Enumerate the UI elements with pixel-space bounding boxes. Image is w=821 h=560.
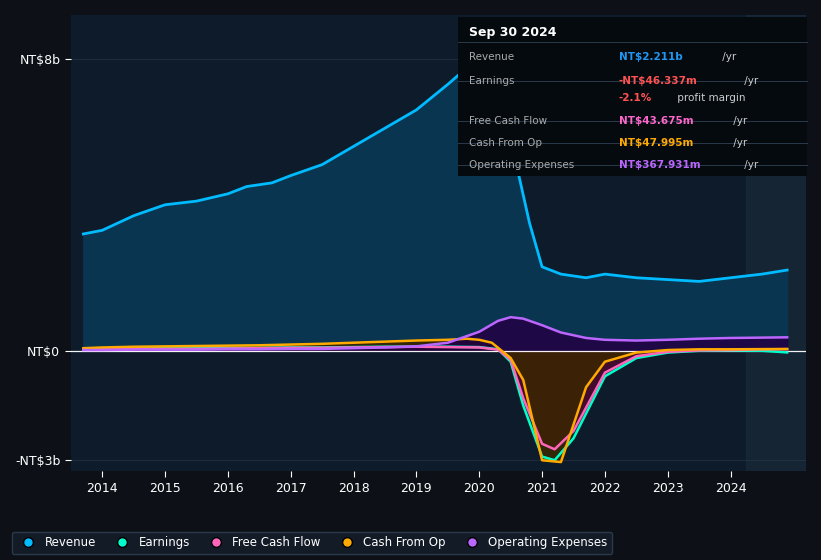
- Legend: Revenue, Earnings, Free Cash Flow, Cash From Op, Operating Expenses: Revenue, Earnings, Free Cash Flow, Cash …: [11, 531, 612, 554]
- Text: NT$43.675m: NT$43.675m: [619, 116, 693, 126]
- Text: profit margin: profit margin: [675, 94, 746, 104]
- Text: -2.1%: -2.1%: [619, 94, 652, 104]
- Text: -NT$46.337m: -NT$46.337m: [619, 76, 698, 86]
- Text: NT$47.995m: NT$47.995m: [619, 138, 693, 148]
- Text: Revenue: Revenue: [469, 52, 514, 62]
- Text: Earnings: Earnings: [469, 76, 514, 86]
- Text: Sep 30 2024: Sep 30 2024: [469, 26, 556, 39]
- Text: /yr: /yr: [731, 138, 748, 148]
- Text: /yr: /yr: [741, 160, 759, 170]
- Bar: [746, 15, 806, 471]
- Text: NT$2.211b: NT$2.211b: [619, 52, 682, 62]
- Text: /yr: /yr: [731, 116, 748, 126]
- Text: Operating Expenses: Operating Expenses: [469, 160, 574, 170]
- Text: Free Cash Flow: Free Cash Flow: [469, 116, 547, 126]
- Text: /yr: /yr: [719, 52, 736, 62]
- Text: Cash From Op: Cash From Op: [469, 138, 542, 148]
- Text: /yr: /yr: [741, 76, 759, 86]
- Text: NT$367.931m: NT$367.931m: [619, 160, 700, 170]
